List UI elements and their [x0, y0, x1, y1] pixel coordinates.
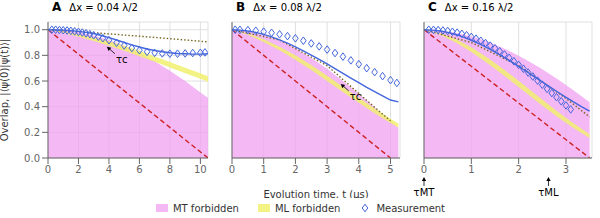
svg-text:2: 2	[515, 164, 521, 175]
svg-text:0: 0	[45, 164, 51, 175]
svg-text:4: 4	[356, 164, 362, 175]
svg-text:τc: τc	[350, 91, 362, 102]
svg-text:6: 6	[136, 164, 142, 175]
html-text:ML forbidden: ML forbidden	[274, 202, 341, 214]
svg-text:1.0: 1.0	[24, 24, 40, 35]
svg-text:0.0: 0.0	[24, 153, 40, 164]
svg-text:τML: τML	[538, 187, 559, 198]
svg-text:0.2: 0.2	[24, 127, 40, 138]
html-text:Δx = 0.16 λ/2: Δx = 0.16 λ/2	[444, 2, 514, 13]
svg-text:2: 2	[292, 164, 298, 175]
svg-text:3: 3	[324, 164, 330, 175]
svg-text:0: 0	[229, 164, 235, 175]
svg-text:1: 1	[261, 164, 267, 175]
html-text:MT forbidden: MT forbidden	[173, 202, 239, 214]
svg-text:0.8: 0.8	[24, 50, 40, 61]
svg-text:10: 10	[194, 164, 207, 175]
svg-text:τc: τc	[116, 54, 128, 65]
svg-text:τMT: τMT	[414, 187, 436, 198]
svg-text:1: 1	[468, 164, 474, 175]
svg-text:0.4: 0.4	[24, 101, 40, 112]
svg-text:4: 4	[106, 164, 112, 175]
html-text:B: B	[236, 0, 246, 14]
svg-text:5: 5	[387, 164, 393, 175]
svg-text:0: 0	[421, 164, 427, 175]
html-text:Measurement: Measurement	[376, 202, 445, 214]
html-text:Δx = 0.04 λ/2: Δx = 0.04 λ/2	[69, 2, 138, 13]
svg-text:8: 8	[167, 164, 173, 175]
html-text:C: C	[428, 0, 437, 14]
svg-text:2: 2	[75, 164, 81, 175]
svg-text:0.6: 0.6	[24, 76, 40, 87]
html-text:A: A	[52, 0, 62, 14]
svg-text:Overlap, |⟨ψ(0)|ψ(t)⟩|: Overlap, |⟨ψ(0)|ψ(t)⟩|	[8, 39, 11, 142]
html-text:Δx = 0.08 λ/2: Δx = 0.08 λ/2	[253, 2, 322, 13]
svg-text:3: 3	[563, 164, 569, 175]
svg-text:Evolution time, t (μs): Evolution time, t (μs)	[263, 189, 368, 198]
